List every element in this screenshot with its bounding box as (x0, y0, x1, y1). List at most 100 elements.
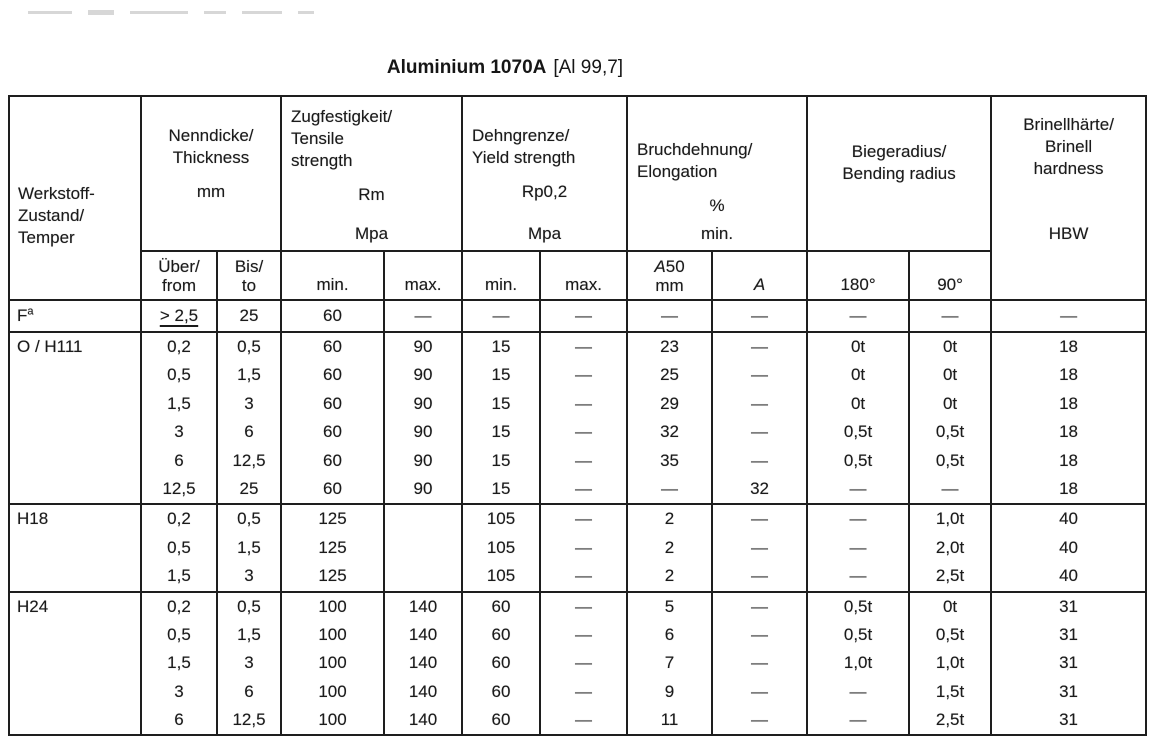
subheader-from: Über/ from (140, 250, 218, 301)
temper-label: O / H111 (17, 337, 83, 356)
cell-value: — (751, 422, 769, 442)
cell-value: 60 (323, 422, 342, 442)
cell-value: — (849, 566, 867, 586)
cell-value (385, 534, 461, 562)
temper-label: H18 (17, 509, 49, 529)
cell-value: 0,5 (167, 365, 191, 385)
value-cell: 5 6 7 9 11 (626, 590, 714, 736)
cell-value: 5 (664, 596, 675, 616)
cell-value: 32 (750, 478, 769, 498)
temper-group-row: O / H111 0,2 0,5 1,5 3 6 12,5 0,5 1,5 3 6 12,5 25 60 6… (8, 330, 1148, 506)
cell-value: 2,5t (935, 566, 965, 586)
cell-value: — (751, 566, 769, 586)
value-cell: 100 100 100 100 100 (280, 590, 385, 736)
unit-label: min. (700, 224, 734, 243)
cell-value: 31 (1059, 596, 1079, 616)
cell-value: 18 (1059, 478, 1079, 498)
value-cell: 140 140 140 140 140 (382, 590, 464, 736)
cell-value: 0t (850, 393, 866, 413)
value-cell: 18 18 18 18 18 18 (990, 330, 1148, 506)
value-cell: — (626, 299, 714, 333)
temper-label-cell: Fa (8, 299, 142, 333)
material-name: Aluminium 1070A (386, 57, 547, 78)
value-cell: 0,5 1,5 3 (216, 503, 282, 593)
subheader-180: 180° (806, 250, 911, 301)
subheader-text: Bis/ (234, 257, 264, 276)
cell-value: 125 (318, 566, 347, 586)
header-tensile-strength: Zugfestigkeit/ Tensile strength Rm Mpa (279, 95, 464, 252)
cell-value: 31 (1059, 681, 1079, 701)
cell-value: — (751, 393, 769, 413)
cell-value: — (575, 537, 593, 557)
cell-value: — (849, 306, 867, 325)
header-elongation: Bruchdehnung/ Elongation % min. (626, 95, 809, 252)
cell-value: 1,5 (237, 365, 261, 385)
cell-value: 0,2 (167, 596, 191, 616)
value-cell: 2 2 2 (626, 503, 714, 593)
cell-value: — (575, 681, 593, 701)
cell-value: 60 (491, 681, 511, 701)
subheader-a50: A50 mm (626, 250, 714, 301)
cell-value: 31 (1059, 653, 1079, 673)
cell-value: 1,5 (167, 393, 191, 413)
temper-label: F (17, 306, 28, 325)
symbol-index: 50 (665, 257, 685, 276)
subheader-rm-max: max. (382, 250, 464, 301)
cell-value: 12,5 (162, 478, 196, 498)
value-cell: — — — (806, 503, 911, 593)
cell-value: 29 (660, 393, 679, 413)
cell-value: 0,5t (843, 450, 873, 470)
cell-value: 60 (323, 450, 342, 470)
cell-value: 1,5 (237, 624, 261, 644)
cell-value: 0,5 (237, 337, 261, 356)
temper-group-row: H24 0,2 0,5 1,5 3 6 0,5 1,5 3 6 12,5 100 100 100 100 10… (8, 590, 1148, 736)
cell-value: 40 (1059, 537, 1079, 557)
cell-value: 2 (664, 566, 675, 586)
header-text: Werkstoff- (18, 184, 95, 203)
cell-value: — (751, 624, 769, 644)
cell-value: 2 (664, 537, 675, 557)
cell-value: 25 (660, 365, 679, 385)
cell-value: — (751, 306, 769, 325)
cell-value: 60 (491, 653, 511, 673)
cell-value: 2,0t (935, 537, 965, 557)
cell-value: — (751, 450, 769, 470)
value-cell: — — — — — (711, 590, 809, 736)
header-row-sub: Über/ from Bis/ to min. max. min. max. A… (9, 250, 1146, 301)
temper-label: H24 (17, 596, 49, 616)
cell-value: 140 (408, 624, 438, 644)
value-cell (382, 503, 464, 593)
cell-value: — (661, 478, 679, 498)
cell-value: 0,5 (237, 596, 261, 616)
subheader-90: 90° (908, 250, 993, 301)
cell-value: 60 (323, 337, 342, 356)
unit-label: Mpa (354, 224, 389, 243)
cell-value: 18 (1059, 365, 1079, 385)
subheader-rp-min: min. (461, 250, 542, 301)
cell-value: — (575, 624, 593, 644)
value-cell: 0,2 0,5 1,5 (140, 503, 218, 593)
cell-value: — (1060, 306, 1078, 325)
cell-value: 100 (318, 596, 347, 616)
cell-value: 15 (491, 450, 511, 470)
scan-artifact (28, 10, 314, 15)
value-cell: — — — (539, 503, 629, 593)
page-title: Aluminium 1070A [Al 99,7] (0, 57, 1010, 79)
cell-value: 100 (318, 653, 347, 673)
cell-value: — (575, 566, 593, 586)
cell-value: 90 (413, 365, 433, 385)
temper-label-cell: O / H111 (8, 330, 142, 506)
value-cell: 0,2 0,5 1,5 3 6 (140, 590, 218, 736)
cell-value: 7 (664, 653, 675, 673)
cell-value: 60 (323, 365, 342, 385)
header-thickness: Nenndicke/ Thickness mm (140, 95, 282, 252)
header-text: Bending radius (842, 164, 956, 183)
cell-value: 60 (491, 710, 511, 730)
subheader-rm-min: min. (280, 250, 385, 301)
cell-value: 0,2 (167, 337, 191, 356)
cell-value: 0,5 (237, 509, 261, 529)
cell-value: 3 (244, 393, 254, 413)
header-text: Zustand/ (18, 206, 85, 225)
cell-value: — (849, 537, 867, 557)
